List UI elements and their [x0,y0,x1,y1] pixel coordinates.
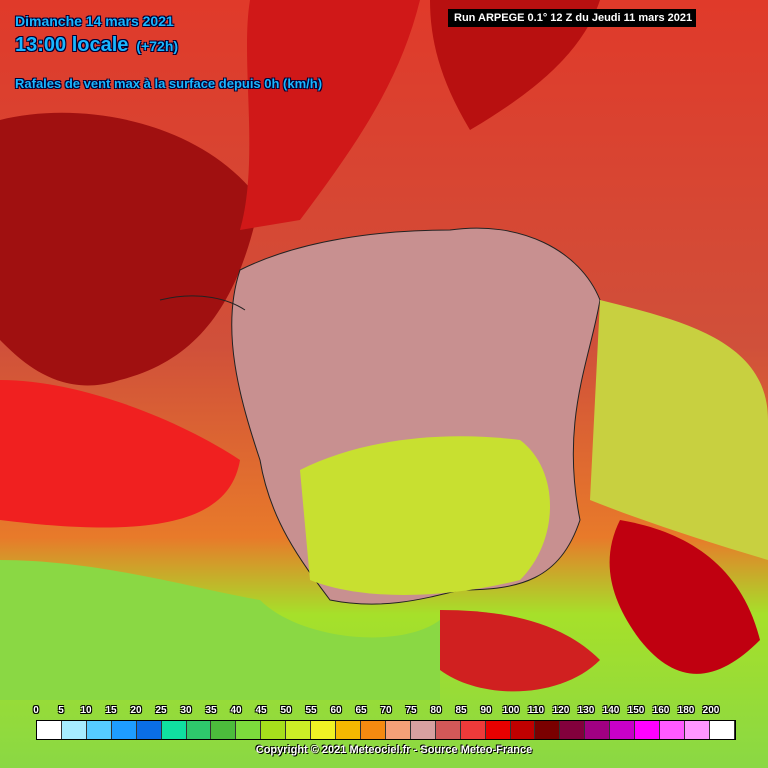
map-time: 13:00 locale (+72h) [15,34,178,57]
legend-label: 20 [130,705,142,716]
copyright: Copyright © 2021 Meteociel.fr - Source M… [255,744,533,756]
legend-label: 160 [652,705,670,716]
legend-swatch [535,721,561,739]
legend-swatch [61,721,87,739]
legend-swatch [360,721,386,739]
legend-label: 200 [702,705,720,716]
legend-swatch [111,721,137,739]
legend-swatch [610,721,636,739]
legend-label: 130 [577,705,595,716]
legend-label: 75 [405,705,417,716]
legend-label: 10 [80,705,92,716]
legend-label: 150 [627,705,645,716]
legend-swatch [211,721,237,739]
legend-swatch [261,721,287,739]
legend-swatch [161,721,187,739]
legend-swatch [410,721,436,739]
legend-label: 40 [230,705,242,716]
legend-swatch [435,721,461,739]
legend-label: 100 [502,705,520,716]
legend-swatch [136,721,162,739]
legend-swatch [385,721,411,739]
legend-bar [36,720,736,740]
map-description: Rafales de vent max à la surface depuis … [15,76,323,91]
legend-swatch [510,721,536,739]
legend-swatch [236,721,262,739]
legend-label: 0 [33,705,39,716]
legend-label: 50 [280,705,292,716]
legend-swatch [485,721,511,739]
legend-swatch [186,721,212,739]
legend-swatch [37,721,62,739]
legend-swatch [286,721,312,739]
legend-swatch [585,721,611,739]
legend-swatch [635,721,661,739]
legend-label: 25 [155,705,167,716]
legend-labels: 0 5 10 15 20 25 30 35 40 45 50 55 60 65 70 75 80 85 90 100 1… [33,705,736,719]
legend-swatch [86,721,112,739]
legend-label: 70 [380,705,392,716]
run-info: Run ARPEGE 0.1° 12 Z du Jeudi 11 mars 20… [448,9,696,27]
legend-label: 55 [305,705,317,716]
legend-label: 80 [430,705,442,716]
legend-label: 15 [105,705,117,716]
legend-swatch [660,721,685,739]
legend-label: 60 [330,705,342,716]
legend-swatch [336,721,361,739]
map-date: Dimanche 14 mars 2021 [15,13,174,29]
legend-label: 140 [602,705,620,716]
local-time: 13:00 locale [15,34,129,56]
legend-swatch [311,721,337,739]
legend-label: 35 [205,705,217,716]
legend-swatch [684,721,710,739]
legend-label: 180 [677,705,695,716]
legend-label: 85 [455,705,467,716]
legend-swatch [709,721,735,739]
legend-label: 120 [552,705,570,716]
legend-label: 90 [480,705,492,716]
legend-label: 110 [527,705,545,716]
legend-swatch [560,721,586,739]
legend-swatch [460,721,486,739]
lead-time: (+72h) [136,38,179,54]
legend-label: 45 [255,705,267,716]
legend-label: 30 [180,705,192,716]
legend-label: 65 [355,705,367,716]
legend-label: 5 [58,705,64,716]
